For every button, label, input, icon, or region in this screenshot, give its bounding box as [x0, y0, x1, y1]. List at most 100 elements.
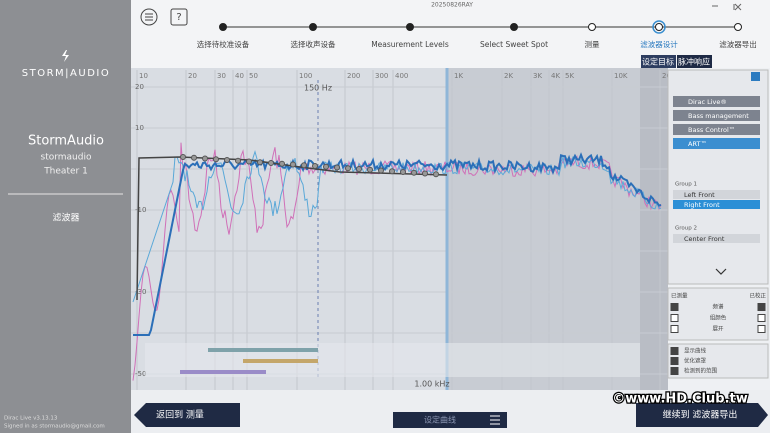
step-label: 选择收声设备 — [291, 39, 336, 49]
freq-label: 40 — [235, 72, 244, 80]
freq-label: 300 — [375, 72, 388, 80]
step-dot[interactable] — [510, 23, 518, 31]
target-point[interactable] — [312, 162, 318, 169]
freq-label: 50 — [249, 72, 258, 80]
target-point[interactable] — [202, 155, 208, 162]
checkbox[interactable] — [757, 303, 766, 311]
user: stormaudio — [41, 153, 92, 163]
back-button[interactable] — [134, 403, 240, 427]
target-point[interactable] — [180, 154, 186, 160]
target-point[interactable] — [378, 167, 384, 174]
step-label: 滤波器导出 — [719, 39, 757, 49]
panel-item[interactable] — [673, 110, 760, 121]
version: Dirac Live v3.13.13 — [4, 416, 58, 422]
checkbox[interactable] — [757, 314, 766, 322]
section: 滤波器 — [52, 212, 79, 224]
panel-item[interactable] — [673, 124, 760, 135]
tab[interactable] — [677, 55, 712, 68]
db-label: 20 — [135, 83, 144, 91]
db-label: -50 — [135, 370, 146, 378]
watermark: ©www.HD.Club.tw — [612, 392, 747, 407]
target-point[interactable] — [389, 168, 395, 175]
col-header: 已测量 — [671, 292, 688, 300]
plus-button[interactable] — [751, 72, 760, 81]
freq-label: 200 — [347, 72, 360, 80]
option-label: 显示曲线 — [684, 347, 707, 355]
target-point[interactable] — [224, 156, 230, 163]
list-icon — [490, 415, 500, 425]
step-dot[interactable] — [734, 23, 742, 31]
target-point[interactable] — [334, 164, 340, 171]
target-point[interactable] — [323, 163, 329, 170]
target-point[interactable] — [345, 165, 351, 172]
checkbox[interactable] — [757, 325, 766, 333]
back-label: 返回到 测量 — [156, 409, 204, 421]
target-point[interactable] — [301, 162, 307, 169]
checkbox[interactable] — [670, 367, 679, 375]
panel-item-label: ART™ — [688, 140, 707, 148]
range-bar — [208, 348, 318, 352]
room: Theater 1 — [43, 167, 88, 177]
signed-in: Signed in as stormaudio@gmail.com — [4, 424, 105, 430]
checkbox[interactable] — [670, 325, 679, 333]
channel-label: Left Front — [684, 191, 715, 199]
freq-label: 100 — [299, 72, 312, 80]
row-label: 展开 — [712, 326, 724, 333]
option-label: 检测到的范围 — [684, 367, 718, 375]
target-point[interactable] — [235, 157, 241, 164]
target-point[interactable] — [290, 161, 296, 168]
panel-item[interactable] — [673, 96, 760, 107]
target-point[interactable] — [279, 160, 285, 167]
freq-label: 3K — [533, 72, 542, 80]
panel-item-label: Dirac Live® — [688, 98, 727, 106]
step-ring — [652, 20, 666, 34]
display-panel — [667, 287, 769, 341]
col-header: 已校正 — [749, 292, 766, 300]
step-dot[interactable] — [655, 23, 663, 31]
checkbox[interactable] — [670, 357, 679, 365]
target-point[interactable] — [422, 170, 428, 177]
row-label: 频谱 — [712, 303, 724, 311]
freq-label: 5K — [565, 72, 574, 80]
target-point[interactable] — [367, 166, 373, 173]
target-point[interactable] — [257, 159, 263, 166]
target-point[interactable] — [433, 171, 439, 178]
menu-button[interactable] — [140, 8, 158, 26]
center-button[interactable] — [393, 412, 507, 428]
target-point[interactable] — [268, 159, 274, 166]
target-point[interactable] — [191, 154, 197, 161]
curve-blue — [133, 152, 662, 336]
next-button[interactable] — [636, 403, 768, 427]
target-point[interactable] — [356, 165, 362, 172]
checkbox[interactable] — [670, 303, 679, 311]
channel[interactable] — [673, 190, 760, 199]
row-label: 组颜色 — [710, 314, 727, 322]
step-dot[interactable] — [309, 23, 317, 31]
freq-label: 20 — [188, 72, 197, 80]
target-point[interactable] — [400, 168, 406, 175]
bottom-label: 1.00 kHz — [414, 380, 449, 389]
channel[interactable] — [673, 234, 760, 243]
checkbox[interactable] — [670, 347, 679, 355]
checkbox[interactable] — [670, 314, 679, 322]
freq-label: 30 — [217, 72, 226, 80]
panel-item[interactable] — [673, 138, 760, 149]
step-dot[interactable] — [588, 23, 596, 31]
target-point[interactable] — [246, 158, 252, 165]
help-button[interactable] — [170, 8, 188, 26]
freq-label: 400 — [395, 72, 408, 80]
tab[interactable] — [641, 55, 676, 68]
step-dot[interactable] — [406, 23, 414, 31]
option-label: 优化遮罩 — [684, 357, 707, 365]
curves — [132, 142, 662, 381]
chevron[interactable] — [715, 268, 727, 275]
step-label: Measurement Levels — [371, 40, 449, 49]
step-dot[interactable] — [219, 23, 227, 31]
marker-label: 150 Hz — [304, 84, 332, 93]
help-icon: ? — [176, 12, 181, 23]
target-point[interactable] — [213, 156, 219, 163]
channel[interactable] — [673, 200, 760, 209]
target-point[interactable] — [411, 169, 417, 176]
panel-content: Dirac Live® Bass management Bass Control™ A… — [670, 72, 766, 375]
